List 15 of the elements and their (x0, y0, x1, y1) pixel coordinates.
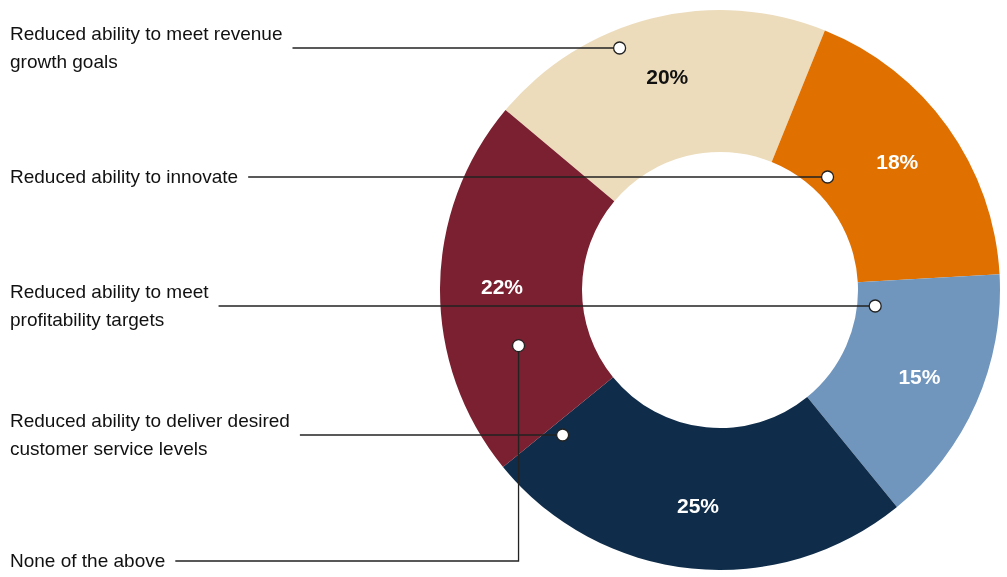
donut-slice (505, 10, 825, 202)
donut-slice (807, 274, 1000, 507)
donut-slice (771, 30, 1000, 283)
donut-slice (440, 110, 615, 467)
data-label: 20% (646, 65, 689, 89)
data-label: 22% (480, 275, 524, 299)
slice-label: Reduced ability to innovate (10, 166, 239, 187)
donut-slice (503, 377, 897, 570)
data-label: 15% (898, 364, 941, 388)
slice-label: Reduced ability to deliver desired customer service levels (10, 410, 290, 459)
slice-label: Reduced ability to meet profitability targets (10, 281, 209, 330)
data-label: 25% (676, 493, 720, 517)
slice-label: None of the above (10, 550, 166, 571)
data-label: 18% (876, 150, 919, 174)
slice-label: Reduced ability to meet revenue growth goals (10, 23, 283, 72)
